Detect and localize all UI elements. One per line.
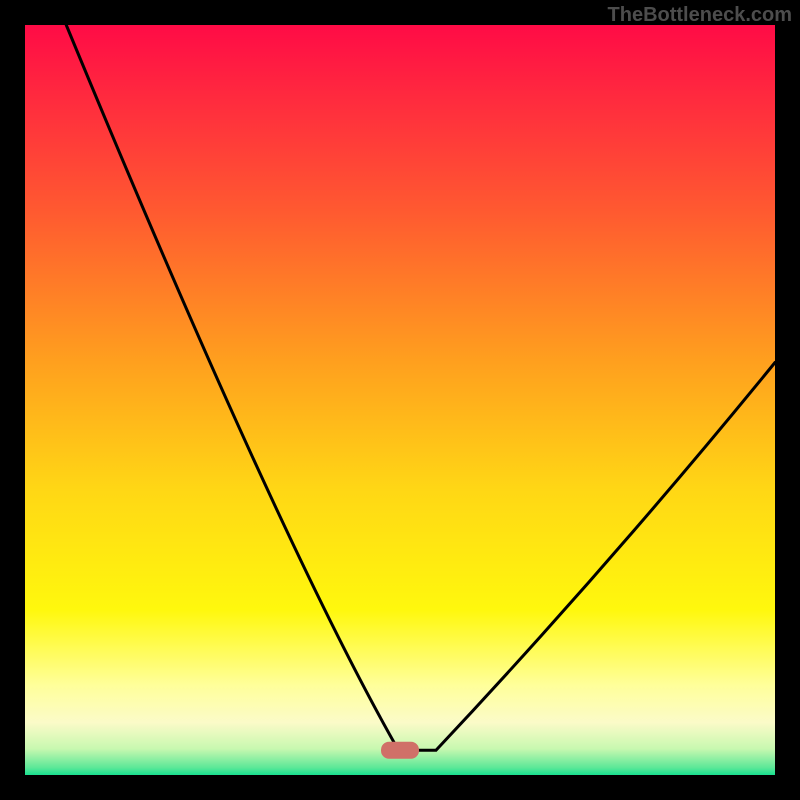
optimum-marker xyxy=(381,742,419,759)
bottleneck-chart xyxy=(0,0,800,800)
watermark-text: TheBottleneck.com xyxy=(608,4,792,27)
chart-container: TheBottleneck.com xyxy=(0,0,800,800)
plot-background xyxy=(25,25,775,775)
